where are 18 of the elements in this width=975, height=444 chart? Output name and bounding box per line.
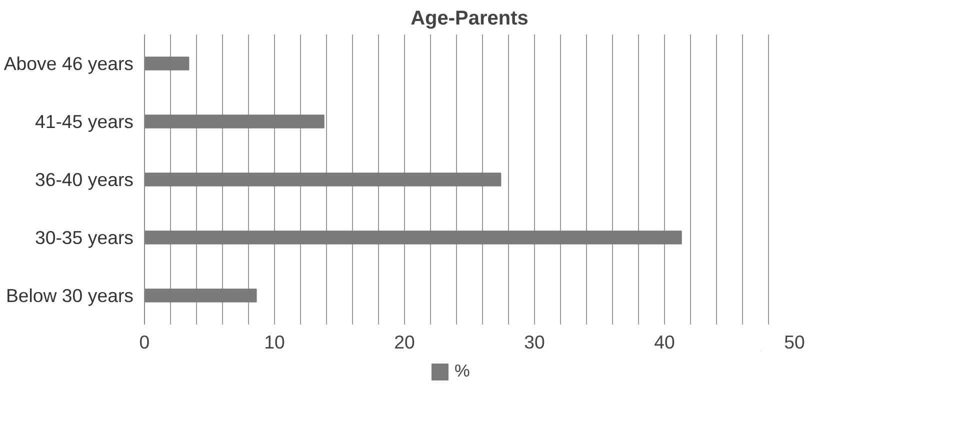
bar xyxy=(144,172,502,186)
bar xyxy=(144,114,324,128)
y-tick-label: Above 46 years xyxy=(4,53,134,74)
bar xyxy=(144,230,682,244)
y-tick-label: 30-35 years xyxy=(34,227,134,248)
y-tick-label: Below 30 years xyxy=(6,285,134,306)
chart-title: Age-Parents xyxy=(410,8,528,30)
x-tick-label: 20 xyxy=(394,332,415,352)
x-tick-label: 50 xyxy=(784,332,805,352)
y-tick-label: 36-40 years xyxy=(34,169,134,190)
legend-label: % xyxy=(454,360,471,382)
x-tick-label: 30 xyxy=(524,332,545,352)
y-tick-label: 41-45 years xyxy=(34,111,134,132)
x-tick-label: 0 xyxy=(139,332,150,352)
x-tick-label: 10 xyxy=(264,332,285,352)
x-tick-label: 40 xyxy=(654,332,675,352)
bar xyxy=(144,288,257,302)
bar xyxy=(144,56,190,70)
